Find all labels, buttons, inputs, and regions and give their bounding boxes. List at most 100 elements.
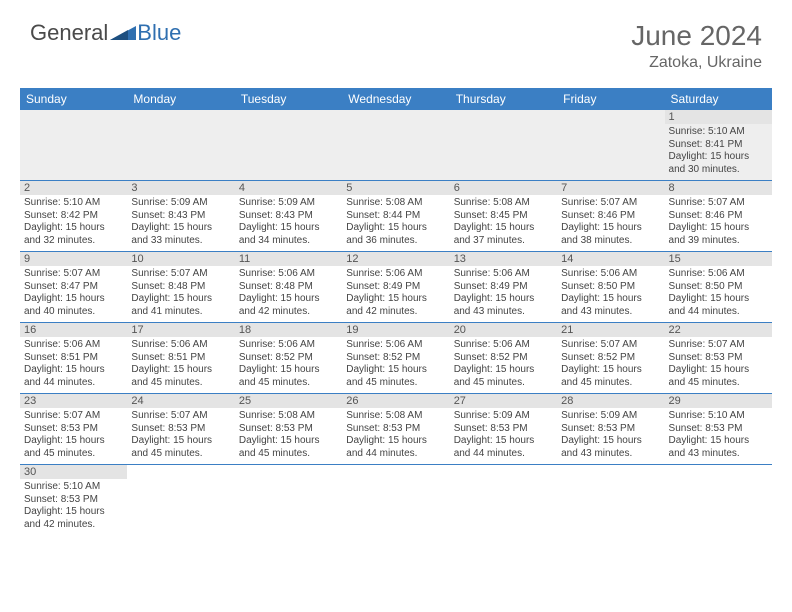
day-number: 28 — [557, 394, 664, 408]
calendar-week-row: 30Sunrise: 5:10 AMSunset: 8:53 PMDayligh… — [20, 465, 772, 536]
weekday-header: Friday — [557, 88, 664, 110]
daylight-line: Daylight: 15 hours and 45 minutes. — [24, 435, 123, 460]
daylight-line: Daylight: 15 hours and 43 minutes. — [454, 293, 553, 318]
month-title: June 2024 — [631, 20, 762, 52]
day-number: 29 — [665, 394, 772, 408]
sunset-line: Sunset: 8:52 PM — [454, 352, 553, 365]
calendar-day-cell: 24 Sunrise: 5:07 AMSunset: 8:53 PMDayligh… — [127, 394, 234, 465]
sunrise-line: Sunrise: 5:09 AM — [454, 410, 553, 423]
calendar-day-cell: 13Sunrise: 5:06 AMSunset: 8:49 PMDayligh… — [450, 252, 557, 323]
day-number: 1 — [665, 110, 772, 124]
sunrise-line: Sunrise: 5:06 AM — [239, 339, 338, 352]
calendar-day-cell: 27Sunrise: 5:09 AMSunset: 8:53 PMDayligh… — [450, 394, 557, 465]
calendar-day-cell: 17Sunrise: 5:06 AMSunset: 8:51 PMDayligh… — [127, 323, 234, 394]
sunrise-line: Sunrise: 5:09 AM — [561, 410, 660, 423]
sunset-line: Sunset: 8:53 PM — [669, 423, 768, 436]
day-number: 30 — [20, 465, 127, 479]
sunset-line: Sunset: 8:46 PM — [669, 210, 768, 223]
day-number: 22 — [665, 323, 772, 337]
sunset-line: Sunset: 8:48 PM — [239, 281, 338, 294]
daylight-line: Daylight: 15 hours and 42 minutes. — [239, 293, 338, 318]
logo: General Blue — [30, 20, 181, 46]
day-number: 3 — [127, 181, 234, 195]
sunset-line: Sunset: 8:53 PM — [346, 423, 445, 436]
sunrise-line: Sunrise: 5:08 AM — [239, 410, 338, 423]
sunset-line: Sunset: 8:53 PM — [239, 423, 338, 436]
title-block: June 2024 Zatoka, Ukraine — [631, 20, 762, 72]
calendar-day-cell: 5Sunrise: 5:08 AMSunset: 8:44 PMDaylight… — [342, 181, 449, 252]
sunrise-line: Sunrise: 5:06 AM — [239, 268, 338, 281]
calendar-day-cell: 26Sunrise: 5:08 AMSunset: 8:53 PMDayligh… — [342, 394, 449, 465]
calendar-day-cell: 16Sunrise: 5:06 AMSunset: 8:51 PMDayligh… — [20, 323, 127, 394]
daylight-line: Daylight: 15 hours and 36 minutes. — [346, 222, 445, 247]
calendar-day-cell: 28Sunrise: 5:09 AMSunset: 8:53 PMDayligh… — [557, 394, 664, 465]
sunrise-line: Sunrise: 5:07 AM — [24, 268, 123, 281]
sunset-line: Sunset: 8:45 PM — [454, 210, 553, 223]
calendar-week-row: 9Sunrise: 5:07 AMSunset: 8:47 PMDaylight… — [20, 252, 772, 323]
calendar-day-cell — [342, 110, 449, 181]
calendar-day-cell: 12Sunrise: 5:06 AMSunset: 8:49 PMDayligh… — [342, 252, 449, 323]
sunrise-line: Sunrise: 5:07 AM — [669, 197, 768, 210]
sunrise-line: Sunrise: 5:10 AM — [669, 410, 768, 423]
calendar-body: 1Sunrise: 5:10 AMSunset: 8:41 PMDaylight… — [20, 110, 772, 535]
calendar-day-cell — [557, 465, 664, 536]
day-number: 14 — [557, 252, 664, 266]
sunrise-line: Sunrise: 5:07 AM — [24, 410, 123, 423]
sunset-line: Sunset: 8:53 PM — [131, 423, 230, 436]
day-number: 27 — [450, 394, 557, 408]
sunset-line: Sunset: 8:49 PM — [346, 281, 445, 294]
daylight-line: Daylight: 15 hours and 42 minutes. — [346, 293, 445, 318]
daylight-line: Daylight: 15 hours and 43 minutes. — [561, 293, 660, 318]
calendar-day-cell — [127, 465, 234, 536]
daylight-line: Daylight: 15 hours and 30 minutes. — [669, 151, 768, 176]
calendar-table: Sunday Monday Tuesday Wednesday Thursday… — [20, 88, 772, 535]
logo-triangle-icon — [110, 20, 136, 46]
sunrise-line: Sunrise: 5:06 AM — [346, 339, 445, 352]
daylight-line: Daylight: 15 hours and 45 minutes. — [131, 364, 230, 389]
header: General Blue June 2024 Zatoka, Ukraine — [0, 0, 792, 82]
calendar-day-cell — [235, 465, 342, 536]
calendar-day-cell: 19Sunrise: 5:06 AMSunset: 8:52 PMDayligh… — [342, 323, 449, 394]
daylight-line: Daylight: 15 hours and 40 minutes. — [24, 293, 123, 318]
sunrise-line: Sunrise: 5:07 AM — [131, 268, 230, 281]
calendar-week-row: 2Sunrise: 5:10 AMSunset: 8:42 PMDaylight… — [20, 181, 772, 252]
sunset-line: Sunset: 8:47 PM — [24, 281, 123, 294]
day-number: 16 — [20, 323, 127, 337]
day-number: 24 — [127, 394, 234, 408]
sunset-line: Sunset: 8:51 PM — [24, 352, 123, 365]
daylight-line: Daylight: 15 hours and 44 minutes. — [24, 364, 123, 389]
calendar-day-cell: 22Sunrise: 5:07 AMSunset: 8:53 PMDayligh… — [665, 323, 772, 394]
calendar-day-cell: 29Sunrise: 5:10 AMSunset: 8:53 PMDayligh… — [665, 394, 772, 465]
weekday-header: Sunday — [20, 88, 127, 110]
day-number: 7 — [557, 181, 664, 195]
daylight-line: Daylight: 15 hours and 33 minutes. — [131, 222, 230, 247]
sunset-line: Sunset: 8:51 PM — [131, 352, 230, 365]
sunrise-line: Sunrise: 5:06 AM — [669, 268, 768, 281]
sunrise-line: Sunrise: 5:08 AM — [346, 410, 445, 423]
sunrise-line: Sunrise: 5:07 AM — [131, 410, 230, 423]
calendar-day-cell — [665, 465, 772, 536]
sunrise-line: Sunrise: 5:06 AM — [561, 268, 660, 281]
calendar-day-cell: 14 Sunrise: 5:06 AMSunset: 8:50 PMDayligh… — [557, 252, 664, 323]
calendar-day-cell — [20, 110, 127, 181]
daylight-line: Daylight: 15 hours and 44 minutes. — [669, 293, 768, 318]
calendar-day-cell — [235, 110, 342, 181]
daylight-line: Daylight: 15 hours and 45 minutes. — [131, 435, 230, 460]
sunset-line: Sunset: 8:50 PM — [561, 281, 660, 294]
day-number: 12 — [342, 252, 449, 266]
daylight-line: Daylight: 15 hours and 45 minutes. — [454, 364, 553, 389]
location: Zatoka, Ukraine — [631, 54, 762, 72]
calendar-day-cell — [342, 465, 449, 536]
day-number: 19 — [342, 323, 449, 337]
sunset-line: Sunset: 8:52 PM — [239, 352, 338, 365]
logo-text-b: Blue — [137, 20, 181, 46]
weekday-header: Monday — [127, 88, 234, 110]
sunrise-line: Sunrise: 5:08 AM — [454, 197, 553, 210]
day-number: 13 — [450, 252, 557, 266]
sunrise-line: Sunrise: 5:10 AM — [24, 197, 123, 210]
daylight-line: Daylight: 15 hours and 45 minutes. — [669, 364, 768, 389]
sunrise-line: Sunrise: 5:06 AM — [454, 339, 553, 352]
sunrise-line: Sunrise: 5:06 AM — [131, 339, 230, 352]
sunrise-line: Sunrise: 5:09 AM — [131, 197, 230, 210]
sunset-line: Sunset: 8:49 PM — [454, 281, 553, 294]
